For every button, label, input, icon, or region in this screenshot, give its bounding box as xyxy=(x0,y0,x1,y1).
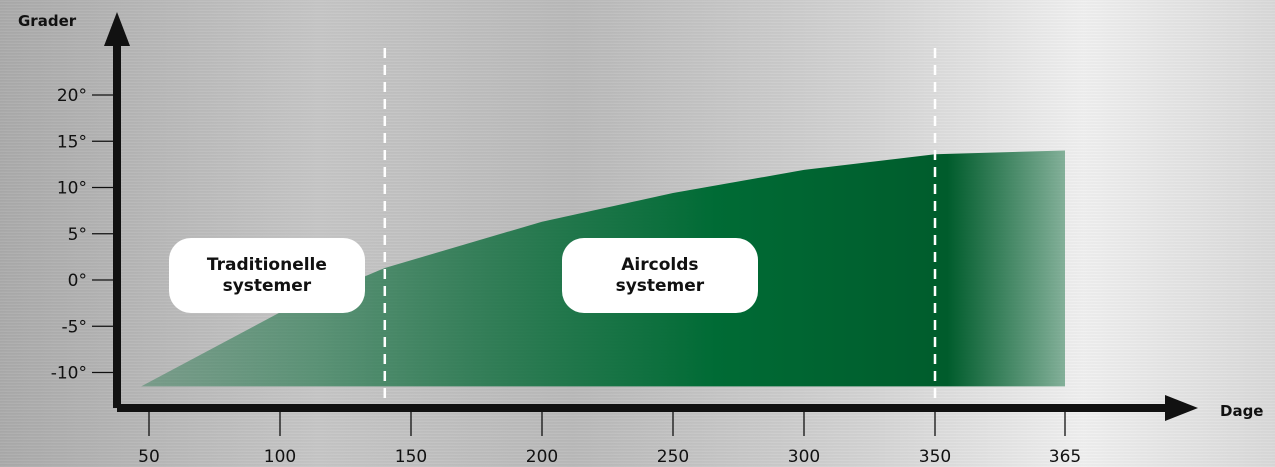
region-label-box: Aircolds systemer xyxy=(561,238,758,313)
y-axis-arrow xyxy=(104,12,130,46)
x-tick-label: 365 xyxy=(1049,447,1081,467)
y-axis-label: Grader xyxy=(18,12,77,30)
y-tick-label: 5° xyxy=(68,225,87,245)
x-tick-label: 350 xyxy=(919,447,951,467)
x-axis-arrow xyxy=(1165,395,1198,421)
region-label-line2: systemer xyxy=(222,275,312,296)
y-tick-label: 10° xyxy=(57,179,87,199)
x-tick-label: 50 xyxy=(138,447,160,467)
y-tick-label: -5° xyxy=(62,317,87,337)
y-tick-label: 15° xyxy=(57,132,87,152)
x-axis-label: Dage xyxy=(1220,402,1263,420)
x-tick-label: 200 xyxy=(526,447,558,467)
y-tick-label: 20° xyxy=(57,86,87,106)
x-tick-label: 250 xyxy=(657,447,689,467)
region-label-line1: Aircolds xyxy=(621,254,699,275)
region-label-box: Traditionelle systemer xyxy=(168,238,365,313)
y-tick-label: 0° xyxy=(68,271,87,291)
y-tick-label: -10° xyxy=(51,364,87,384)
x-tick-label: 100 xyxy=(264,447,296,467)
region-label-line1: Traditionelle xyxy=(206,254,327,275)
x-tick-label: 300 xyxy=(788,447,820,467)
region-label-line2: systemer xyxy=(615,275,705,296)
x-tick-label: 150 xyxy=(395,447,427,467)
